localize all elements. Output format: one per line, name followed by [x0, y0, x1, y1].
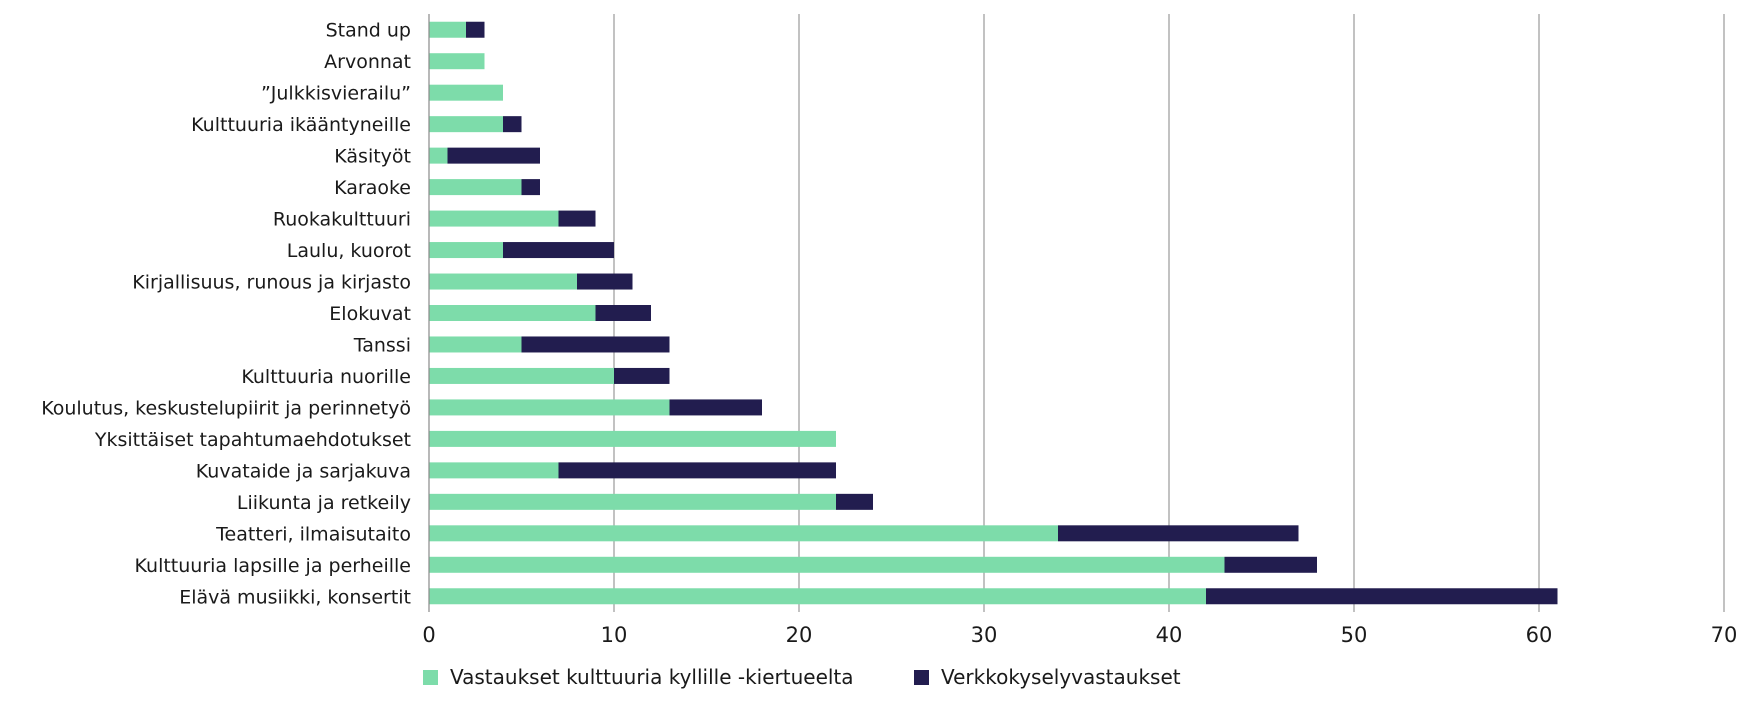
bar-segment-verkko	[1058, 525, 1299, 542]
bar-segment-verkko	[503, 242, 614, 259]
bar-segment-kiertue	[429, 21, 466, 38]
bar-segment-verkko	[669, 399, 762, 416]
bar-segment-verkko	[558, 210, 596, 227]
x-tick-label: 0	[422, 623, 435, 647]
x-tick-label: 30	[971, 623, 998, 647]
bar-segment-kiertue	[429, 179, 522, 196]
bar-segment-kiertue	[429, 525, 1058, 542]
bar-segment-verkko	[466, 21, 485, 38]
x-tick-label: 40	[1156, 623, 1183, 647]
category-label: Elävä musiikki, konsertit	[179, 586, 411, 608]
x-tick-label: 20	[786, 623, 813, 647]
bar-segment-verkko	[1206, 588, 1558, 605]
x-tick-label: 50	[1341, 623, 1368, 647]
category-label: Käsityöt	[334, 146, 411, 168]
category-label: Arvonnat	[324, 51, 411, 73]
category-labels: Stand up Arvonnat ”Julkkisvierailu” Kulttuu…	[41, 20, 411, 609]
bar-segment-kiertue	[429, 430, 836, 447]
bar-segment-kiertue	[429, 588, 1206, 605]
category-label: Laulu, kuorot	[287, 240, 411, 262]
bar-segment-verkko	[1224, 556, 1317, 573]
legend: Vastaukset kulttuuria kyllille -kiertuee…	[423, 665, 1181, 689]
bar-segment-verkko	[521, 336, 670, 353]
category-label: Kuvataide ja sarjakuva	[196, 460, 411, 482]
bar-segment-kiertue	[429, 336, 522, 353]
bar-segment-verkko	[447, 147, 540, 164]
bar-segment-kiertue	[429, 84, 503, 101]
category-label: Teatteri, ilmaisutaito	[215, 523, 411, 545]
bar-segment-kiertue	[429, 305, 596, 321]
bar-segment-kiertue	[429, 116, 503, 133]
bar-segment-verkko	[614, 367, 670, 384]
bar-segment-verkko	[595, 305, 651, 321]
bar-segment-verkko	[558, 462, 836, 479]
category-label: Kulttuuria nuorille	[241, 366, 411, 388]
category-label: Yksittäiset tapahtumaehdotukset	[94, 429, 411, 451]
bar-segment-verkko	[521, 179, 540, 196]
category-label: Kulttuuria ikääntyneille	[191, 114, 411, 136]
category-label: Ruokakulttuuri	[273, 209, 411, 231]
bar-segment-kiertue	[429, 147, 448, 164]
category-label: Karaoke	[334, 177, 411, 199]
category-label: Elokuvat	[329, 303, 411, 325]
category-label: Koulutus, keskustelupiirit ja perinnetyö	[41, 397, 411, 419]
bar-segment-kiertue	[429, 399, 670, 416]
bar-segment-kiertue	[429, 53, 485, 70]
category-label: Tanssi	[353, 334, 411, 356]
x-tick-labels: 0 10 20 30 40 50 60 70	[422, 623, 1737, 647]
category-label: Kirjallisuus, runous ja kirjasto	[132, 272, 411, 294]
x-tick-label: 10	[601, 623, 628, 647]
legend-label: Verkkokyselyvastaukset	[941, 665, 1181, 689]
category-label: Kulttuuria lapsille ja perheille	[135, 555, 411, 577]
bar-segment-kiertue	[429, 210, 559, 227]
bar-segment-kiertue	[429, 556, 1225, 573]
bars	[429, 21, 1558, 605]
x-tick-label: 70	[1711, 623, 1738, 647]
bar-segment-verkko	[836, 493, 873, 510]
category-label: Liikunta ja retkeily	[237, 492, 411, 514]
gridlines	[613, 14, 1725, 612]
bar-segment-verkko	[577, 273, 633, 290]
category-label: Stand up	[326, 20, 411, 42]
x-tick-label: 60	[1526, 623, 1553, 647]
legend-swatch	[914, 670, 929, 685]
legend-swatch	[423, 670, 438, 685]
bar-segment-kiertue	[429, 367, 614, 384]
bar-segment-verkko	[503, 116, 522, 133]
bar-segment-kiertue	[429, 462, 559, 479]
bar-segment-kiertue	[429, 273, 577, 290]
bar-segment-kiertue	[429, 242, 503, 259]
category-label: ”Julkkisvierailu”	[261, 83, 411, 105]
legend-label: Vastaukset kulttuuria kyllille -kiertuee…	[450, 665, 854, 689]
bar-segment-kiertue	[429, 493, 836, 510]
